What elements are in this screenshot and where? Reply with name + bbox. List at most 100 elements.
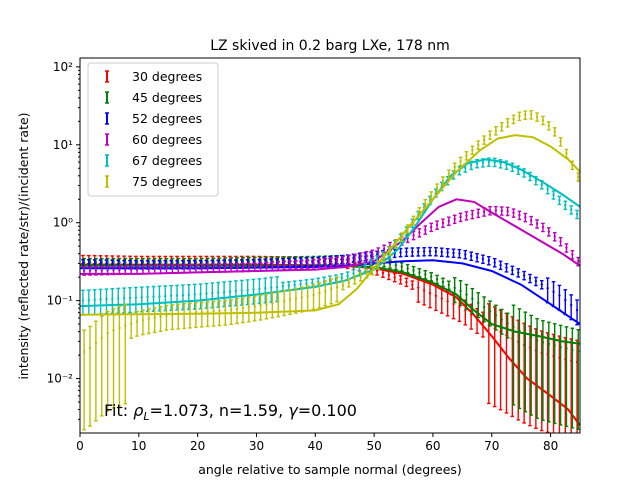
data-point: [487, 160, 491, 164]
data-point: [347, 281, 351, 284]
data-point: [471, 148, 474, 152]
data-point: [112, 328, 115, 332]
data-point: [218, 309, 221, 313]
data-point: [159, 267, 162, 271]
data-point: [158, 295, 161, 298]
data-point: [164, 294, 167, 298]
data-point: [524, 332, 527, 336]
data-point: [253, 305, 256, 308]
data-point: [199, 292, 202, 296]
data-point: [112, 269, 115, 272]
data-point: [575, 213, 579, 216]
data-point: [159, 315, 162, 318]
data-point: [418, 271, 421, 274]
data-point: [512, 325, 515, 329]
data-point: [388, 249, 392, 253]
data-point: [434, 294, 438, 298]
data-point: [94, 269, 98, 272]
data-point: [269, 286, 273, 289]
y-tick-label--1: 10⁻¹: [47, 294, 74, 308]
data-point: [518, 213, 521, 217]
data-point: [281, 285, 285, 288]
data-point: [247, 306, 251, 309]
data-point: [535, 222, 539, 225]
data-point: [424, 273, 427, 276]
legend-box: [87, 62, 219, 197]
data-point: [128, 296, 132, 300]
data-point: [540, 283, 543, 286]
data-point: [399, 251, 402, 254]
data-point: [406, 227, 409, 230]
data-point: [447, 172, 451, 176]
data-point: [275, 285, 279, 289]
data-point: [447, 283, 451, 287]
data-point: [229, 308, 233, 311]
y-tick-label-2: 10²: [53, 60, 73, 74]
data-point: [405, 250, 408, 254]
series-60-degrees: [80, 198, 581, 276]
data-point: [318, 291, 321, 295]
data-point: [459, 289, 462, 293]
data-point: [447, 219, 451, 223]
data-point: [411, 250, 414, 254]
data-point: [494, 209, 498, 212]
legend-label: 52 degrees: [132, 111, 202, 126]
data-point: [440, 297, 443, 300]
data-point: [200, 267, 203, 270]
data-point: [541, 119, 545, 122]
data-point: [147, 317, 151, 321]
data-point: [177, 267, 180, 270]
data-point: [394, 264, 398, 267]
data-point: [411, 283, 414, 287]
data-point: [229, 266, 233, 269]
data-point: [294, 297, 298, 300]
data-point: [412, 234, 415, 237]
data-point: [558, 294, 561, 297]
data-point: [82, 350, 86, 354]
data-point: [435, 278, 439, 281]
data-point: [346, 274, 349, 278]
data-point: [517, 271, 520, 274]
data-point: [175, 294, 179, 297]
y-tick-label-0: 10⁰: [53, 216, 73, 230]
data-point: [469, 254, 473, 258]
data-point: [441, 179, 445, 182]
data-point: [194, 311, 198, 315]
data-point: [312, 293, 315, 297]
data-point: [81, 299, 85, 302]
data-point: [412, 269, 415, 272]
chart-title: LZ skived in 0.2 barg LXe, 178 nm: [210, 38, 450, 54]
data-point: [364, 266, 367, 269]
data-point: [541, 341, 545, 344]
plot-frame: [79, 57, 581, 434]
data-point: [435, 223, 439, 227]
data-point: [106, 269, 109, 272]
data-point: [558, 198, 561, 202]
data-point: [124, 268, 127, 272]
data-point: [293, 283, 296, 287]
data-point: [235, 266, 239, 269]
data-point: [540, 183, 543, 186]
data-point: [358, 269, 361, 273]
legend-label: 75 degrees: [132, 174, 202, 189]
data-point: [324, 289, 327, 293]
data-point: [393, 276, 396, 279]
y-tick-label-1: 10¹: [53, 138, 73, 152]
data-point: [493, 261, 496, 264]
legend-item-52-degrees: 52 degrees: [105, 111, 202, 126]
data-point: [141, 318, 145, 322]
data-point: [394, 242, 398, 246]
series-75-degrees: [79, 110, 581, 431]
data-point: [324, 261, 327, 264]
data-point: [569, 303, 573, 307]
data-point: [306, 262, 309, 266]
fit-annotation: Fit: ρL=1.073, n=1.59, γ=0.100: [104, 401, 357, 423]
data-point: [329, 260, 333, 263]
data-point: [475, 256, 479, 259]
data-point: [141, 268, 145, 271]
fit-rho-subscript: L: [143, 410, 149, 423]
data-point: [288, 263, 292, 267]
data-point: [128, 263, 132, 266]
data-point: [511, 268, 514, 272]
